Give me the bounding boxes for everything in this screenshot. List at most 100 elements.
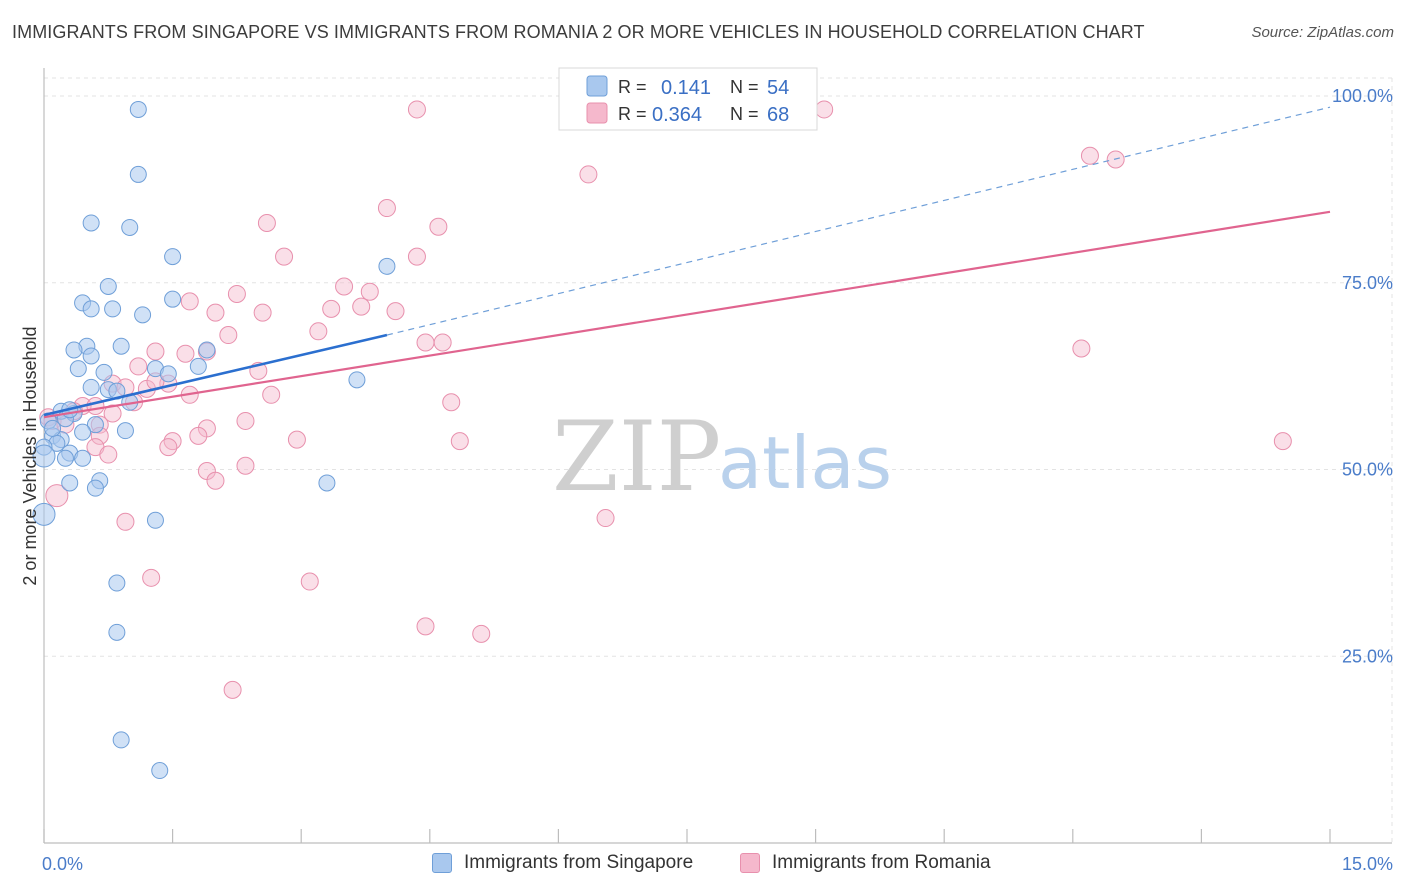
legend-singapore-swatch (586, 75, 608, 97)
romania-point (219, 326, 238, 345)
bottom-legend-singapore: Immigrants from Singapore (432, 852, 693, 874)
singapore-point (95, 363, 113, 381)
romania-point (407, 247, 426, 266)
romania-point (146, 342, 165, 361)
romania-point (429, 217, 448, 236)
watermark: ZIP atlas (552, 401, 892, 513)
chart-title: IMMIGRANTS FROM SINGAPORE VS IMMIGRANTS … (12, 22, 1145, 42)
singapore-point (65, 341, 83, 359)
romania-point (322, 299, 341, 318)
y-tick-label-25: 25.0% (1342, 646, 1393, 666)
singapore-point (44, 419, 62, 437)
singapore-point (189, 357, 207, 375)
legend-singapore-n-value: 54 (767, 77, 789, 99)
singapore-point (108, 623, 126, 641)
romania-point (257, 213, 276, 232)
singapore-point (74, 423, 92, 441)
romania-point (300, 572, 319, 591)
singapore-trend-line (43, 333, 388, 417)
romania-point (142, 568, 161, 587)
legend-singapore-r-value: 0.141 (661, 77, 711, 99)
romania-point (176, 344, 195, 363)
tick-layer: 25.0% 50.0% 75.0% 100.0% 0.0% 15.0% (42, 86, 1393, 874)
legend-romania-n-label: N = (730, 104, 759, 124)
romania-point (309, 322, 328, 341)
singapore-point (134, 306, 152, 324)
romania-point (442, 393, 461, 412)
romania-point (253, 303, 272, 322)
singapore-point (82, 214, 100, 232)
x-tick-label-min: 0.0% (42, 854, 83, 874)
source-label: Source: ZipAtlas.com (1251, 24, 1394, 41)
romania-point (159, 438, 178, 457)
romania-point (180, 292, 199, 311)
trend-layer (43, 106, 1331, 419)
singapore-point (348, 371, 366, 389)
x-tick-label-max: 15.0% (1342, 854, 1393, 874)
singapore-point (82, 347, 100, 365)
legend-romania-r-label: R = (618, 104, 647, 124)
romania-point (189, 426, 208, 445)
romania-points (39, 100, 1292, 699)
romania-point (206, 471, 225, 490)
romania-point (275, 247, 294, 266)
romania-point (377, 199, 396, 218)
romania-point (206, 303, 225, 322)
romania-point (236, 411, 255, 430)
romania-point (1072, 339, 1091, 358)
singapore-points (32, 100, 396, 780)
bottom-legend-singapore-swatch (432, 853, 452, 873)
romania-point (227, 284, 246, 303)
legend-romania-n-value: 68 (767, 104, 789, 126)
singapore-point (129, 100, 147, 118)
romania-point (103, 404, 122, 423)
romania-trend-line (43, 210, 1331, 419)
romania-point (596, 509, 615, 528)
romania-point (99, 445, 118, 464)
romania-point (1080, 146, 1099, 165)
singapore-point (318, 474, 336, 492)
romania-point (416, 617, 435, 636)
watermark-zip: ZIP (552, 401, 721, 513)
singapore-point (164, 248, 182, 266)
singapore-point (56, 449, 74, 467)
romania-point (815, 100, 834, 119)
singapore-point (378, 257, 396, 275)
romania-point (433, 333, 452, 352)
watermark-atlas: atlas (718, 421, 892, 505)
singapore-point (86, 479, 104, 497)
singapore-point (121, 218, 139, 236)
romania-point (407, 100, 426, 119)
singapore-point (82, 378, 100, 396)
singapore-point (112, 337, 130, 355)
singapore-point (151, 762, 169, 780)
legend-singapore-n-label: N = (730, 77, 759, 97)
singapore-point (82, 300, 100, 318)
singapore-point (74, 449, 92, 467)
y-tick-label-100: 100.0% (1332, 86, 1393, 106)
romania-point (352, 297, 371, 316)
singapore-point (198, 341, 216, 359)
romania-point (223, 680, 242, 699)
singapore-point (116, 422, 134, 440)
bottom-legend-romania-label: Immigrants from Romania (772, 852, 991, 873)
romania-point (360, 282, 379, 301)
singapore-point (104, 300, 122, 318)
singapore-point (61, 474, 79, 492)
singapore-point (99, 277, 117, 295)
singapore-point (146, 511, 164, 529)
bottom-legend-romania-swatch (740, 853, 760, 873)
stats-legend: R = 0.141 N = 54 R = 0.364 N = 68 (558, 67, 818, 131)
romania-point (450, 432, 469, 451)
legend-romania-swatch (586, 102, 608, 124)
romania-point (236, 456, 255, 475)
singapore-point (86, 416, 104, 434)
romania-point (287, 430, 306, 449)
singapore-point (69, 360, 87, 378)
romania-point (116, 512, 135, 531)
romania-point (129, 357, 148, 376)
romania-point (262, 385, 281, 404)
bottom-legend-singapore-label: Immigrants from Singapore (464, 852, 694, 873)
y-tick-label-75: 75.0% (1342, 273, 1393, 293)
